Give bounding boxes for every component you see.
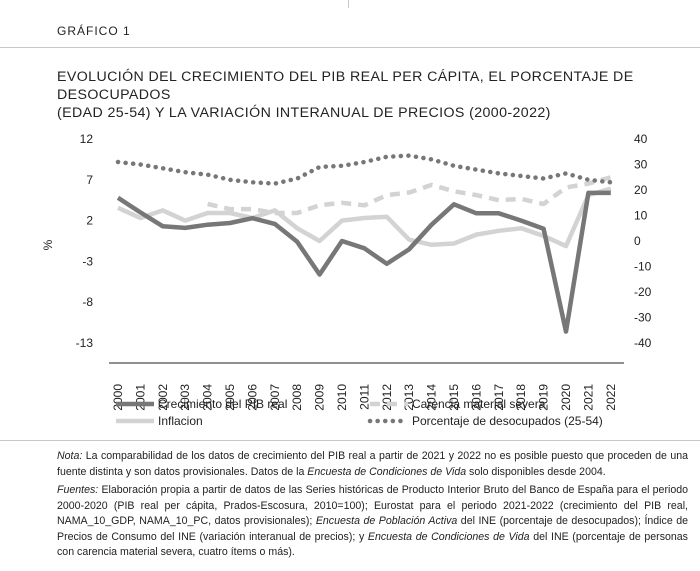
left-tick-label: -3 <box>82 254 93 268</box>
x-tick-label: 2001 <box>133 384 147 411</box>
left-axis: 12 7 2 -3 -8 -13 <box>76 132 94 350</box>
note-label: Nota: <box>57 450 83 462</box>
figure-label: GRÁFICO 1 <box>57 24 131 38</box>
sources-paragraph: Fuentes: Elaboración propia a partir de … <box>57 483 688 561</box>
chart-title: EVOLUCIÓN DEL CRECIMIENTO DEL PIB REAL P… <box>57 68 687 122</box>
series-line-inflacion <box>117 186 612 249</box>
x-tick-label: 2000 <box>111 384 125 411</box>
legend-label: Porcentaje de desocupados (25-54) <box>412 414 603 428</box>
x-tick-label: 2008 <box>290 384 304 411</box>
sources-label: Fuentes: <box>57 484 99 496</box>
series-layer <box>115 153 614 334</box>
note-text-end: solo disponibles desde 2004. <box>466 465 606 478</box>
sources-text-3: del INE (porcentaje de personas con care… <box>57 530 688 559</box>
x-tick-label: 2022 <box>604 384 618 411</box>
right-tick-label: -30 <box>634 311 652 325</box>
x-tick-label: 2004 <box>201 384 215 411</box>
x-tick-label: 2010 <box>335 384 349 411</box>
legend-label: Inflacion <box>158 414 203 428</box>
legend: Crecimiento del PIB real Carencia materia… <box>116 397 603 428</box>
top-divider <box>348 0 349 8</box>
chart-title-line1: EVOLUCIÓN DEL CRECIMIENTO DEL PIB REAL P… <box>57 69 634 103</box>
sources-italic-epa: Encuesta de Población Activa <box>315 515 458 527</box>
right-tick-label: 0 <box>634 234 641 248</box>
right-tick-label: -10 <box>634 260 652 274</box>
x-tick-label: 2003 <box>178 384 192 411</box>
x-tick-label: 2020 <box>559 384 573 411</box>
left-tick-label: 7 <box>86 173 93 187</box>
x-tick-label: 2009 <box>313 384 327 411</box>
legend-label: Carencia material severa <box>412 397 546 411</box>
y-axis-label: % <box>41 239 55 250</box>
sources-italic-ecv: Encuesta de Condiciones de Vida <box>367 530 530 543</box>
x-tick-label: 2018 <box>514 384 528 411</box>
x-tick-label: 2021 <box>581 384 595 411</box>
x-tick-label: 2017 <box>492 384 506 411</box>
right-tick-label: 30 <box>634 158 648 172</box>
note-italic: Encuesta de Condiciones de Vida <box>307 465 467 478</box>
x-tick-label: 2015 <box>447 384 461 411</box>
header-rule <box>0 47 700 48</box>
x-tick-label: 2002 <box>156 384 170 411</box>
chart-title-line2: (EDAD 25-54) Y LA VARIACIÓN INTERANUAL D… <box>57 105 551 121</box>
x-tick-label: 2007 <box>268 384 282 411</box>
legend-label: Crecimiento del PIB real <box>158 397 287 411</box>
x-tick-label: 2019 <box>537 384 551 411</box>
right-tick-label: 20 <box>634 183 648 197</box>
right-tick-label: 10 <box>634 209 648 223</box>
left-tick-label: -8 <box>82 295 93 309</box>
sources-text: Elaboración propia a partir de datos de … <box>57 484 688 527</box>
series-line-carencia-material-severa <box>207 175 612 216</box>
x-tick-label: 2005 <box>223 384 237 411</box>
right-tick-label: -20 <box>634 285 652 299</box>
sources-text-2: del INE (porcentaje de desocupados); Índ… <box>57 515 689 543</box>
x-tick-label: 2012 <box>380 384 394 411</box>
left-tick-label: 2 <box>86 214 93 228</box>
note-text: La comparabilidad de los datos de crecim… <box>57 450 688 478</box>
x-tick-label: 2014 <box>425 384 439 411</box>
x-tick-label: 2011 <box>357 384 371 410</box>
x-tick-label: 2006 <box>245 384 259 411</box>
notes: Nota: La comparabilidad de los datos de … <box>57 449 688 564</box>
note-paragraph: Nota: La comparabilidad de los datos de … <box>57 449 688 480</box>
right-tick-label: 40 <box>634 132 648 146</box>
notes-rule <box>0 440 700 441</box>
left-tick-label: -13 <box>76 336 94 350</box>
series-line-porcentaje-de-desocupados-25-54 <box>115 153 614 186</box>
x-tick-label: 2016 <box>469 384 483 411</box>
left-tick-label: 12 <box>80 132 94 146</box>
right-tick-label: -40 <box>634 336 652 350</box>
right-axis: 40 30 20 10 0 -10 -20 -30 -40 <box>634 132 652 350</box>
series-line-crecimiento-del-pib-real <box>116 190 611 334</box>
